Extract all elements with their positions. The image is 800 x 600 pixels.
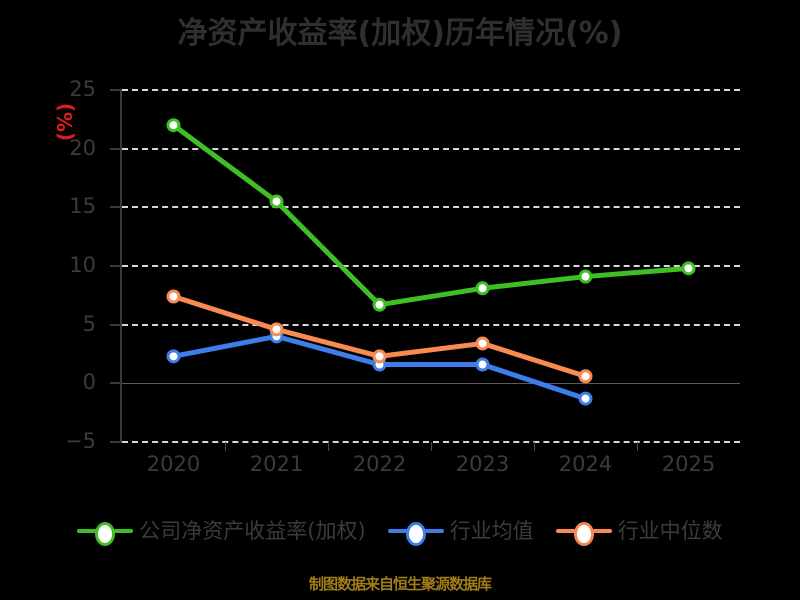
y-tick-label: 5 bbox=[82, 311, 96, 336]
y-tick-mark bbox=[110, 89, 122, 91]
data-point-marker[interactable] bbox=[372, 349, 387, 364]
data-point-marker[interactable] bbox=[166, 289, 181, 304]
data-point-marker[interactable] bbox=[475, 281, 490, 296]
x-tick-label: 2024 bbox=[558, 452, 613, 476]
data-point-marker[interactable] bbox=[166, 349, 181, 364]
legend-dot bbox=[405, 522, 426, 546]
y-tick-mark bbox=[110, 441, 122, 443]
data-point-marker[interactable] bbox=[475, 336, 490, 351]
legend-item[interactable]: 行业中位数 bbox=[555, 518, 723, 546]
x-tick-mark bbox=[225, 442, 226, 451]
legend-item[interactable]: 行业均值 bbox=[387, 518, 534, 546]
circle-dot-icon bbox=[555, 518, 612, 546]
circle-dot-icon bbox=[77, 518, 134, 546]
x-tick-mark bbox=[328, 442, 329, 451]
gridline bbox=[122, 147, 740, 150]
legend-item[interactable]: 公司净资产收益率(加权) bbox=[77, 518, 366, 546]
series-line bbox=[171, 333, 588, 402]
x-tick-label: 2023 bbox=[455, 452, 510, 476]
footer-note: 制图数据来自恒生聚源数据库 bbox=[308, 575, 492, 593]
y-tick-label: 10 bbox=[69, 253, 96, 277]
x-tick-label: 2022 bbox=[352, 452, 407, 476]
data-point-marker[interactable] bbox=[269, 194, 284, 209]
gridline bbox=[122, 323, 740, 326]
data-point-marker[interactable] bbox=[269, 329, 284, 344]
y-tick-mark bbox=[110, 147, 122, 150]
x-tick-label: 2021 bbox=[249, 452, 304, 476]
data-point-marker[interactable] bbox=[166, 118, 181, 133]
y-tick-label: 0 bbox=[82, 370, 96, 395]
series-line bbox=[171, 122, 691, 308]
data-point-marker[interactable] bbox=[475, 357, 490, 372]
data-point-marker[interactable] bbox=[578, 369, 593, 384]
x-tick-mark bbox=[534, 442, 535, 451]
zero-line bbox=[120, 383, 740, 385]
gridline bbox=[122, 89, 740, 91]
data-point-marker[interactable] bbox=[578, 269, 593, 284]
legend-item-label: 行业均值 bbox=[449, 519, 534, 543]
data-point-marker[interactable] bbox=[372, 357, 387, 372]
gridline bbox=[122, 206, 740, 209]
y-tick-label: 15 bbox=[69, 194, 96, 219]
series-line bbox=[171, 294, 588, 379]
y-tick-label: 25 bbox=[69, 77, 96, 101]
page-title: 净资产收益率(加权)历年情况(%) bbox=[177, 16, 623, 51]
y-tick-mark bbox=[110, 265, 122, 267]
data-point-marker[interactable] bbox=[578, 391, 593, 406]
y-tick-mark bbox=[110, 323, 122, 326]
legend-item-label: 公司净资产收益率(加权) bbox=[139, 519, 366, 543]
legend-dot bbox=[573, 522, 594, 546]
x-tick-mark bbox=[431, 442, 432, 451]
x-tick-label: 2025 bbox=[661, 452, 716, 476]
y-tick-mark bbox=[110, 206, 122, 209]
data-point-marker[interactable] bbox=[372, 297, 387, 312]
x-tick-label: 2020 bbox=[146, 452, 201, 476]
chart-legend: 公司净资产收益率(加权) 行业均值 行业中位数 bbox=[0, 518, 800, 546]
legend-item-label: 行业中位数 bbox=[617, 519, 723, 543]
y-tick-label: 20 bbox=[69, 135, 96, 160]
y-tick-label: −5 bbox=[65, 429, 96, 453]
circle-dot-icon bbox=[387, 518, 444, 546]
legend-dot bbox=[95, 522, 116, 546]
x-tick-mark bbox=[637, 442, 638, 451]
y-tick-mark bbox=[110, 382, 122, 385]
gridline bbox=[122, 265, 740, 267]
